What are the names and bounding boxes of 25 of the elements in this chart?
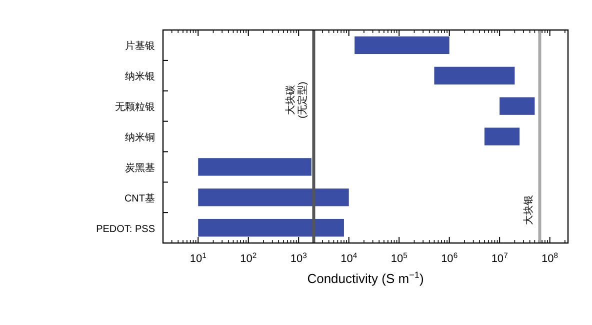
bar <box>434 66 515 84</box>
x-tick-label: 10$^{4}$ <box>340 250 358 265</box>
x-tick-label: 10$^{2}$ <box>240 250 257 265</box>
y-tick-label: 纳米铜 <box>125 132 155 144</box>
bar <box>484 128 520 146</box>
bar <box>198 158 312 176</box>
y-tick-label: CNT基 <box>124 192 155 204</box>
x-tick-label: 10$^{8}$ <box>542 250 558 265</box>
y-tick-label: 纳米银 <box>125 70 155 83</box>
y-tick-label: PEDOT: PSS <box>96 224 156 235</box>
y-tick-label: 片基银 <box>125 40 155 52</box>
bar <box>198 218 344 237</box>
x-axis-title: Conductivity (S m$^{−1}$) <box>307 270 424 286</box>
x-tick-label: 10$^{3}$ <box>290 250 307 265</box>
bar <box>354 36 450 54</box>
x-tick-label: 10$^{7}$ <box>491 250 508 265</box>
x-tick-label: 10$^{5}$ <box>390 250 408 265</box>
bar <box>198 188 349 206</box>
y-tick-label: 炭黑基 <box>125 162 155 174</box>
ref-line-label: 大块碳 (无定型) <box>284 82 309 118</box>
ref-line-label: 大块银 <box>522 195 535 225</box>
bar <box>500 97 535 115</box>
x-tick-label: 10$^{6}$ <box>441 250 458 265</box>
y-tick-label: 无颗粒银 <box>115 102 155 114</box>
x-tick-label: 10$^{1}$ <box>190 250 206 265</box>
